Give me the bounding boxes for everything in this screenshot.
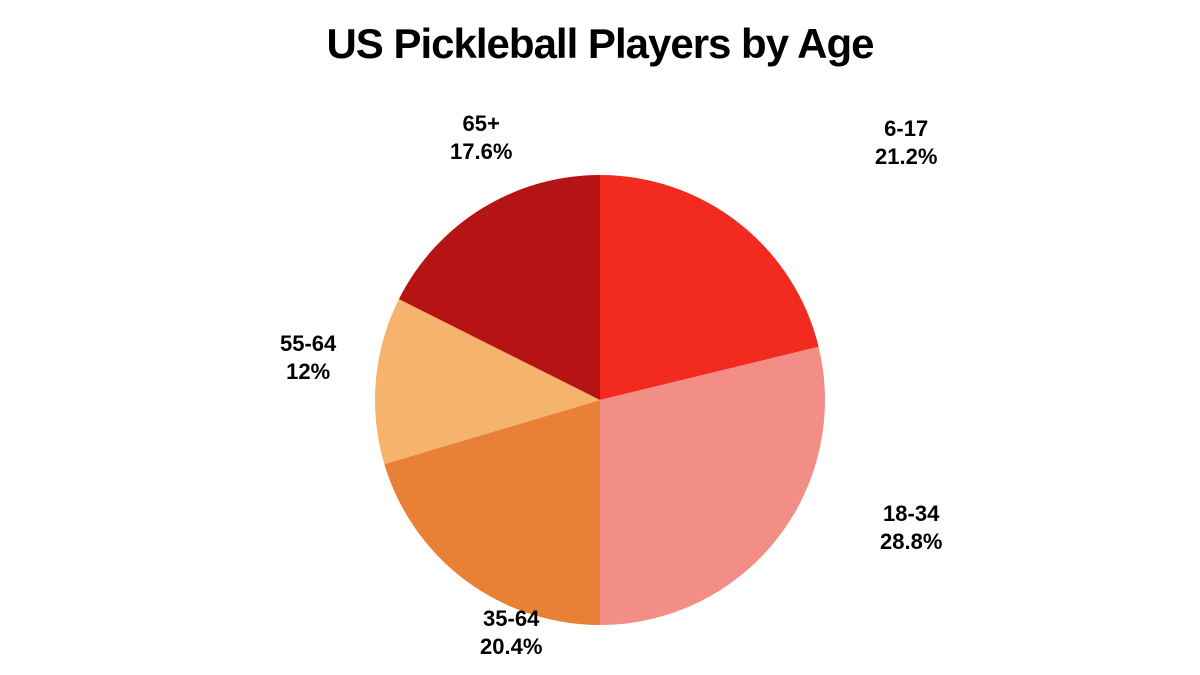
slice-label: 18-3428.8% [880,500,942,555]
slice-percent: 20.4% [480,633,542,661]
slice-label: 55-6412% [280,330,336,385]
slice-category: 65+ [450,110,512,138]
pie-chart [0,0,1200,675]
slice-percent: 17.6% [450,138,512,166]
slice-category: 55-64 [280,330,336,358]
slice-category: 6-17 [875,115,937,143]
slice-label: 6-1721.2% [875,115,937,170]
slice-percent: 12% [280,358,336,386]
slice-label: 35-6420.4% [480,605,542,660]
slice-category: 18-34 [880,500,942,528]
slice-percent: 21.2% [875,143,937,171]
slice-category: 35-64 [480,605,542,633]
slice-label: 65+17.6% [450,110,512,165]
slice-percent: 28.8% [880,528,942,556]
